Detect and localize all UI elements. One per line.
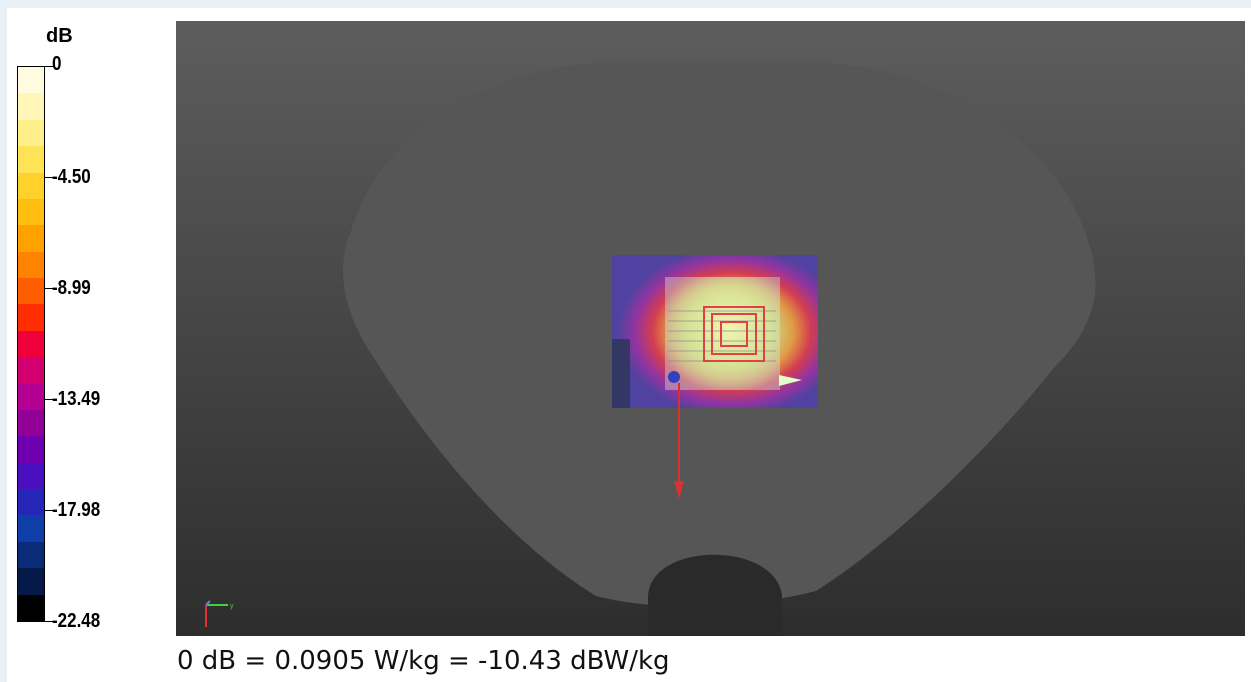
colorbar-unit-label: dB [46, 25, 73, 47]
colorbar-tick-label: -13.49 [52, 388, 101, 410]
colorbar-tick [45, 288, 55, 289]
colorbar-band [18, 278, 44, 304]
colorbar-band [18, 436, 44, 463]
colorbar-band [18, 463, 44, 489]
viewport-scene: y [205, 63, 1096, 636]
colorbar-band [18, 173, 44, 199]
colorbar-tick-label: -22.48 [52, 610, 101, 632]
orientation-triad: y [205, 600, 234, 627]
colorbar-band [18, 489, 44, 515]
colorbar-band [18, 410, 44, 436]
colorbar-band [18, 252, 44, 278]
colorbar-band [18, 304, 44, 331]
colorbar-band [18, 120, 44, 146]
colorbar-tick-label: -8.99 [52, 277, 91, 299]
phantom-notch [648, 554, 782, 636]
colorbar-tick [45, 510, 55, 511]
colorbar-band [18, 542, 44, 568]
sar-reference-caption: 0 dB = 0.0905 W/kg = -10.43 dBW/kg [177, 646, 670, 676]
colorbar-band [18, 595, 44, 621]
sar-3d-viewport[interactable]: y [176, 21, 1245, 636]
zoom-scan-outer [703, 306, 765, 362]
zoom-scan-middle [711, 313, 757, 355]
colorbar-tick-label: 0 [52, 53, 62, 75]
colorbar-tick-label: -4.50 [52, 166, 91, 188]
colorbar-band [18, 93, 44, 120]
colorbar-band [18, 199, 44, 225]
probe-axis-z-arrow [674, 481, 684, 499]
device-under-test [665, 277, 780, 390]
colorbar-band [18, 67, 44, 93]
colorbar-band [18, 357, 44, 384]
colorbar-tick [45, 399, 55, 400]
zoom-scan-inner [720, 321, 748, 347]
colorbar-band [18, 568, 44, 595]
colorbar-tick [45, 177, 55, 178]
colorbar-band [18, 515, 44, 542]
svg-text:y: y [230, 603, 234, 610]
colorbar-band [18, 146, 44, 173]
colorbar-band [18, 225, 44, 252]
colorbar [17, 66, 45, 622]
colorbar-tick [45, 66, 55, 67]
probe-origin-marker [668, 371, 680, 383]
colorbar-tick-label: -17.98 [52, 499, 101, 521]
scan-area-left-edge [612, 339, 630, 408]
colorbar-band [18, 384, 44, 410]
probe-axis-x-arrow [779, 375, 802, 386]
colorbar-tick [45, 621, 55, 622]
colorbar-band [18, 331, 44, 357]
